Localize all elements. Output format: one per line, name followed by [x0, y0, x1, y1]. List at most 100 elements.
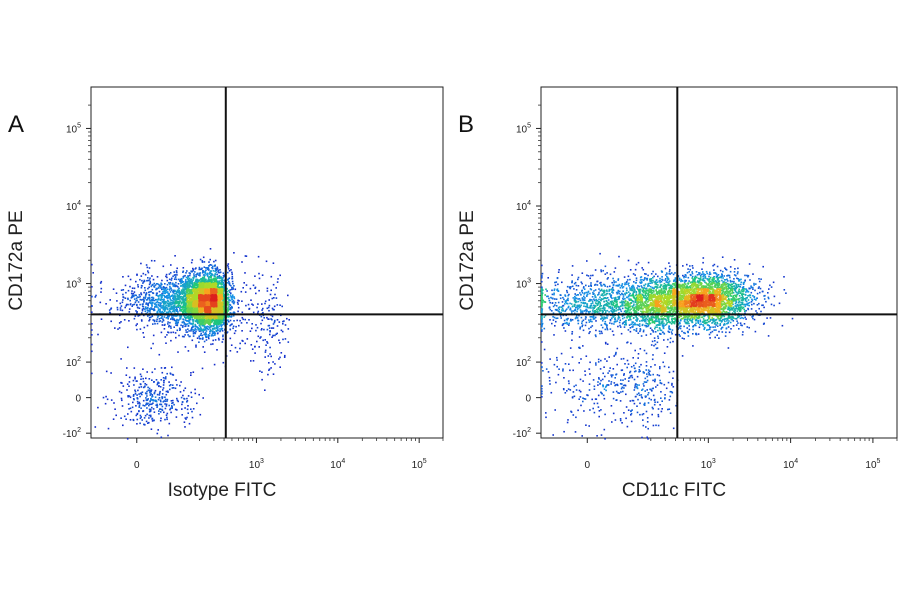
data-point — [134, 377, 136, 380]
data-point — [127, 289, 130, 292]
data-point — [170, 304, 173, 306]
data-point — [204, 332, 206, 335]
data-point — [182, 300, 184, 302]
data-point — [233, 320, 235, 322]
data-point — [164, 291, 166, 294]
data-point — [187, 310, 190, 312]
data-point — [200, 278, 203, 281]
data-point — [129, 396, 132, 399]
data-point — [276, 304, 279, 306]
data-point — [185, 331, 188, 333]
data-point — [228, 284, 231, 286]
data-point — [192, 267, 194, 270]
data-point — [166, 400, 168, 402]
data-point — [155, 379, 158, 381]
data-point — [166, 295, 168, 297]
data-point — [184, 346, 187, 348]
data-point — [220, 327, 223, 330]
data-point — [210, 276, 212, 279]
data-point — [182, 286, 184, 288]
data-point — [208, 277, 210, 280]
data-point — [195, 325, 197, 328]
data-point — [184, 417, 187, 419]
data-point — [177, 400, 179, 403]
data-point — [124, 297, 127, 299]
data-point — [191, 270, 194, 273]
data-point — [161, 310, 164, 313]
data-point — [161, 317, 163, 319]
data-point — [214, 283, 217, 286]
data-point — [161, 307, 164, 309]
data-point — [168, 310, 171, 312]
data-point — [201, 261, 204, 263]
data-point — [266, 287, 269, 290]
data-point — [149, 400, 151, 403]
data-point — [215, 287, 217, 289]
data-point — [202, 282, 205, 284]
data-point — [186, 295, 188, 298]
data-point — [229, 324, 231, 327]
data-point — [228, 306, 230, 308]
data-point — [197, 318, 199, 320]
data-point — [212, 308, 215, 310]
data-point — [187, 276, 189, 278]
data-point — [173, 304, 176, 307]
data-point — [205, 267, 207, 269]
data-point — [187, 395, 190, 397]
data-point — [213, 331, 216, 333]
data-point — [242, 318, 244, 321]
data-point — [217, 328, 219, 331]
data-point — [191, 308, 193, 311]
data-point — [194, 332, 197, 335]
data-point — [193, 282, 196, 284]
data-point — [213, 260, 215, 263]
data-point — [204, 291, 206, 294]
data-point — [195, 310, 198, 312]
data-point — [188, 296, 191, 299]
data-point — [162, 311, 165, 314]
data-point — [204, 282, 207, 285]
data-point — [142, 272, 145, 275]
data-point — [208, 334, 211, 337]
data-point — [171, 310, 174, 313]
data-point — [252, 304, 254, 306]
data-point — [192, 335, 195, 337]
data-point — [180, 316, 182, 318]
data-point — [158, 410, 160, 412]
data-point — [177, 319, 179, 322]
data-point — [151, 315, 154, 318]
data-point — [234, 346, 237, 349]
data-point — [159, 408, 162, 410]
data-point — [212, 280, 214, 282]
data-point — [232, 312, 234, 315]
data-point — [198, 285, 201, 287]
data-point — [182, 292, 184, 295]
data-point — [162, 290, 164, 293]
data-point — [223, 285, 226, 288]
data-point — [198, 315, 201, 318]
data-point — [175, 324, 177, 326]
data-point — [216, 307, 219, 309]
data-point — [140, 299, 143, 301]
data-point — [145, 303, 147, 305]
data-point — [209, 321, 211, 323]
data-point — [148, 316, 151, 319]
data-point — [175, 306, 178, 309]
data-point — [200, 301, 203, 304]
data-point — [227, 306, 229, 309]
data-point — [129, 299, 131, 302]
data-point — [187, 412, 189, 414]
data-point — [211, 266, 213, 269]
data-point — [131, 290, 133, 292]
data-point — [222, 310, 224, 312]
data-point — [132, 401, 134, 404]
data-point — [201, 286, 203, 288]
data-point — [214, 276, 217, 278]
data-point — [142, 377, 144, 380]
data-point — [150, 428, 153, 430]
data-point — [110, 320, 112, 323]
data-point — [286, 317, 288, 320]
data-point — [157, 286, 160, 289]
data-point — [219, 271, 222, 273]
data-point — [165, 414, 168, 416]
